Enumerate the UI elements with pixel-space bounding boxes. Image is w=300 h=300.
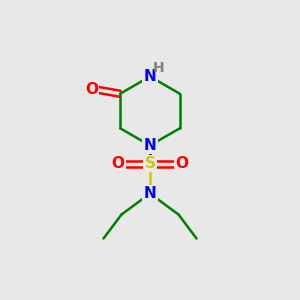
Text: O: O	[85, 82, 98, 97]
Text: N: N	[144, 69, 156, 84]
Text: O: O	[111, 156, 124, 171]
Text: O: O	[176, 156, 189, 171]
Text: S: S	[145, 156, 155, 171]
Text: H: H	[153, 61, 164, 75]
Text: N: N	[144, 138, 156, 153]
Text: N: N	[144, 186, 156, 201]
